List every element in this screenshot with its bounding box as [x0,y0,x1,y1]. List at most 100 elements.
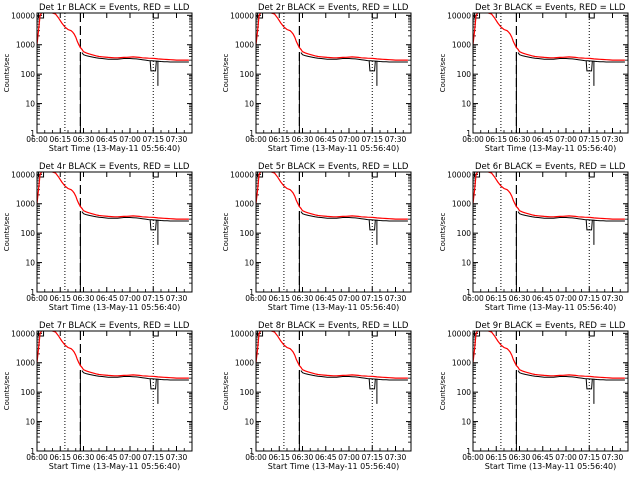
lld-series-line [473,331,625,379]
plot-frame [36,12,193,134]
x-tick-label: 06:30 [73,294,95,303]
x-tick-label: 07:30 [385,135,407,144]
x-tick-label: 06:30 [509,453,531,462]
panel-title: Det 7r BLACK = Events, RED = LLD [39,321,190,331]
events-series-line [517,370,625,381]
x-tick-label: 06:00 [245,294,267,303]
x-tick-label: 06:45 [315,453,337,462]
y-tick-label: 1000 [16,359,35,368]
y-tick-label: 10000 [230,170,254,179]
bracket-marker [257,331,264,337]
x-axis-label: Start Time (13-May-11 05:56:40) [268,462,399,471]
y-tick-label: 100 [240,388,255,397]
y-tick-label: 10000 [230,11,254,20]
y-axis-label: Counts/sec [439,372,447,411]
lld-series-line [37,172,189,220]
panel-title: Det 8r BLACK = Events, RED = LLD [258,321,409,331]
events-series-line [300,370,408,381]
x-axis-label: Start Time (13-May-11 05:56:40) [268,144,399,153]
y-tick-label: 1 [249,447,254,456]
x-tick-label: 07:30 [602,453,624,462]
x-tick-label: 07:15 [142,135,164,144]
y-tick-label: 10 [25,418,35,427]
y-axis-label: Counts/sec [439,54,447,93]
x-tick-label: 06:30 [73,135,95,144]
plot-frame [36,171,193,293]
y-tick-label: 1000 [16,200,35,209]
x-tick-label: 06:15 [268,453,290,462]
events-dip [585,219,593,231]
panel-data-group [256,331,408,451]
y-tick-label: 10 [244,418,254,427]
plot-frame [255,171,412,293]
panel-9: Det 9r BLACK = Events, RED = LLD Counts/s… [439,321,629,471]
bracket-marker [588,172,595,178]
bracket-marker [257,13,264,19]
panel-2: Det 2r BLACK = Events, RED = LLD Counts/s… [222,3,412,153]
x-tick-label: 06:15 [485,453,507,462]
y-tick-label: 1 [466,129,471,138]
bracket-marker [588,13,595,19]
y-tick-label: 10000 [11,170,35,179]
x-tick-label: 07:15 [142,453,164,462]
y-axis-label: Counts/sec [222,54,230,93]
y-tick-label: 1 [249,129,254,138]
x-tick-label: 07:30 [166,453,188,462]
y-tick-label: 100 [457,388,472,397]
lld-series-line [473,172,625,220]
y-tick-label: 1000 [16,41,35,50]
x-axis-label: Start Time (13-May-11 05:56:40) [485,144,616,153]
events-dip [368,378,376,390]
x-tick-label: 07:00 [555,294,577,303]
events-series-line [81,370,189,381]
panel-data-group [256,172,408,292]
y-tick-label: 10000 [447,170,471,179]
x-tick-label: 07:00 [119,453,141,462]
y-tick-label: 10000 [230,329,254,338]
bracket-marker [38,172,45,178]
y-tick-label: 1 [466,447,471,456]
x-tick-label: 06:00 [26,453,48,462]
x-tick-label: 07:30 [166,294,188,303]
y-axis-label: Counts/sec [3,54,11,93]
events-series-line [517,211,625,222]
y-tick-label: 1000 [452,359,471,368]
bracket-marker [474,13,481,19]
panel-data-group [37,331,189,451]
y-axis-label: Counts/sec [222,213,230,252]
x-tick-label: 07:30 [385,453,407,462]
events-dip [585,378,593,390]
y-tick-label: 10000 [447,11,471,20]
panel-title: Det 9r BLACK = Events, RED = LLD [475,321,626,331]
panel-title: Det 5r BLACK = Events, RED = LLD [258,162,409,172]
plot-frame [255,330,412,452]
y-axis-label: Counts/sec [3,213,11,252]
bracket-marker [38,13,45,19]
panel-6: Det 6r BLACK = Events, RED = LLD Counts/s… [439,162,629,312]
plot-frame [36,330,193,452]
plot-frame [472,171,629,293]
x-tick-label: 06:15 [485,294,507,303]
plot-frame [472,330,629,452]
events-series-line [81,52,189,63]
y-tick-label: 100 [240,229,255,238]
x-tick-label: 06:30 [509,294,531,303]
y-axis-label: Counts/sec [3,372,11,411]
x-tick-label: 06:00 [245,135,267,144]
x-tick-label: 06:45 [315,294,337,303]
y-tick-label: 10000 [11,329,35,338]
events-dip [149,378,157,390]
x-tick-label: 06:00 [462,135,484,144]
lld-series-line [473,13,625,61]
y-tick-label: 10 [461,100,471,109]
events-series-line [300,52,408,63]
panel-title: Det 4r BLACK = Events, RED = LLD [39,162,190,172]
x-tick-label: 06:00 [245,453,267,462]
panel-data-group [256,13,408,133]
panel-title: Det 6r BLACK = Events, RED = LLD [475,162,626,172]
x-tick-label: 07:30 [602,294,624,303]
y-tick-label: 100 [21,388,36,397]
panel-8: Det 8r BLACK = Events, RED = LLD Counts/s… [222,321,412,471]
x-axis-label: Start Time (13-May-11 05:56:40) [485,303,616,312]
lld-series-line [256,331,408,379]
